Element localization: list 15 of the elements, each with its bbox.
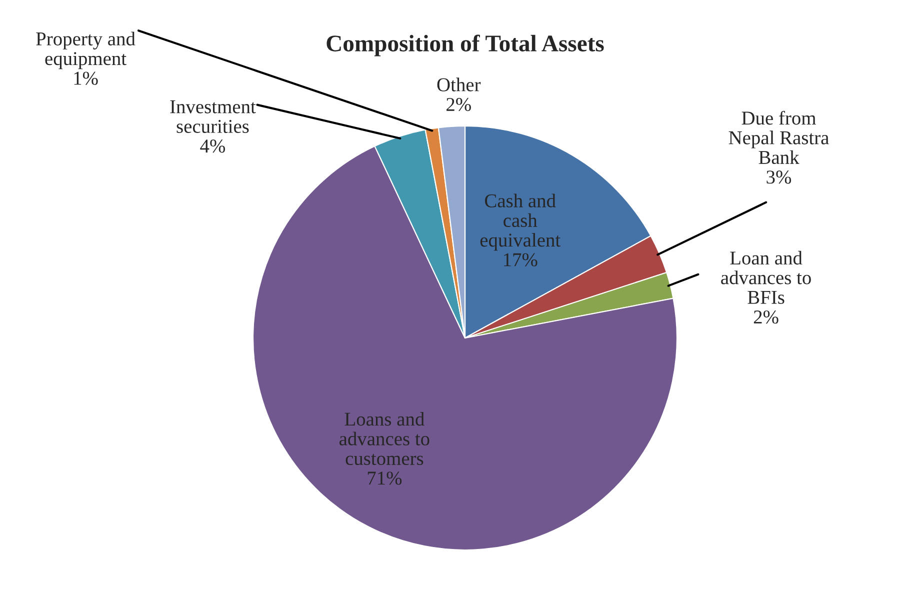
slice-label: Loan and advances to BFIs [721,250,811,304]
slice-label: Investment securities [170,100,256,133]
data-label: 2% [446,98,471,112]
data-label: 3% [766,170,792,184]
data-label: 71% [368,472,402,485]
data-label: 17% [504,253,538,266]
slice-label: Cash and cash equivalent [480,194,560,251]
slice-label: Due from Nepal Rastra Bank [728,110,829,164]
slice-label: Other [437,78,481,92]
chart-title: Composition of Total Assets [326,34,604,56]
data-label: 2% [754,310,778,324]
data-label: 1% [74,72,98,85]
data-label: 4% [200,140,226,153]
slice-label: Loans and advances to customers [340,412,430,466]
slice-label: Property and equipment [36,32,136,70]
